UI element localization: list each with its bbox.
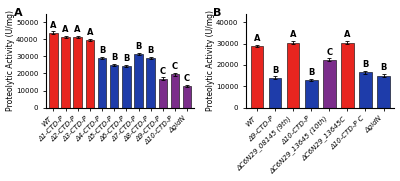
Text: B: B (380, 64, 387, 72)
Text: B: B (362, 60, 369, 69)
Bar (305, 80, 318, 108)
Bar (251, 46, 263, 108)
Text: A: A (290, 30, 296, 39)
Text: A: A (62, 25, 69, 34)
Y-axis label: Proteolytic Activity (U/mg): Proteolytic Activity (U/mg) (6, 10, 14, 111)
Text: C: C (172, 62, 178, 71)
Text: A: A (344, 30, 351, 39)
Bar (171, 74, 179, 108)
Text: B: B (135, 42, 142, 51)
Bar (183, 86, 192, 108)
Text: A: A (87, 28, 93, 37)
Text: C: C (326, 48, 332, 56)
Bar (146, 58, 155, 108)
Text: B: B (123, 54, 130, 63)
Bar (269, 78, 281, 108)
Text: B: B (308, 68, 314, 77)
Bar (61, 37, 70, 108)
Y-axis label: Proteolytic Activity (U/mg): Proteolytic Activity (U/mg) (206, 10, 214, 111)
Bar (287, 43, 300, 108)
Bar (98, 58, 106, 108)
Bar (86, 40, 94, 108)
Text: A: A (14, 8, 22, 18)
Bar (122, 66, 131, 108)
Bar (323, 60, 336, 108)
Bar (110, 65, 118, 108)
Bar (158, 79, 167, 108)
Text: B: B (99, 46, 105, 55)
Bar (359, 72, 372, 108)
Bar (341, 43, 354, 108)
Text: B: B (111, 53, 117, 62)
Bar (377, 76, 390, 108)
Text: B: B (214, 8, 222, 18)
Bar (74, 37, 82, 108)
Text: B: B (148, 46, 154, 55)
Text: A: A (74, 25, 81, 34)
Text: C: C (160, 67, 166, 75)
Bar (49, 33, 58, 108)
Text: B: B (272, 66, 278, 75)
Text: A: A (254, 34, 260, 43)
Text: A: A (50, 21, 57, 30)
Bar (134, 54, 143, 108)
Text: C: C (184, 74, 190, 83)
